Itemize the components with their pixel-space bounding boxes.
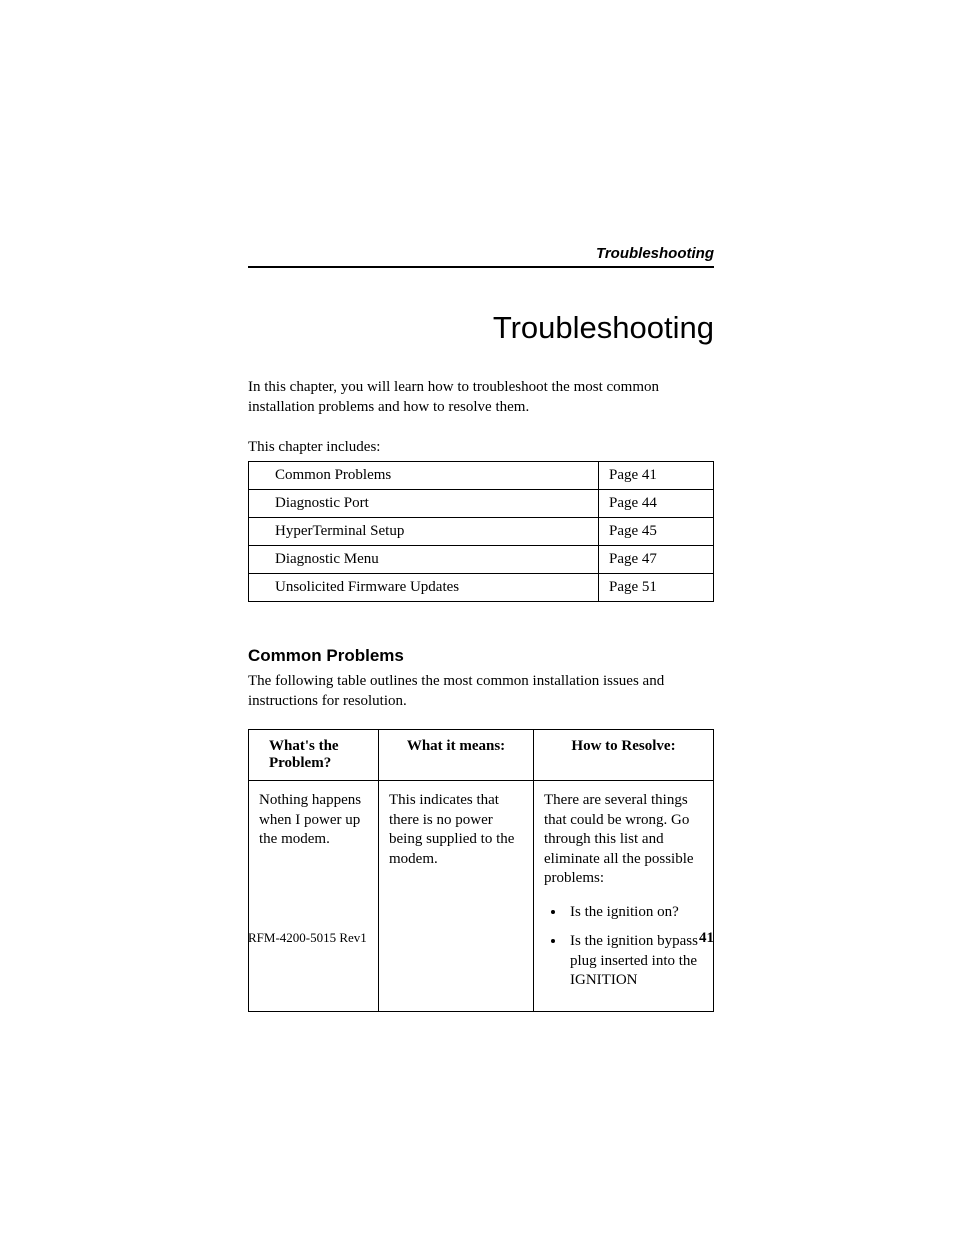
toc-table: Common Problems Page 41 Diagnostic Port …	[248, 461, 714, 602]
footer-page-number: 41	[699, 930, 714, 947]
toc-title: Diagnostic Port	[249, 490, 599, 518]
toc-title: Common Problems	[249, 462, 599, 490]
toc-row: Diagnostic Port Page 44	[249, 490, 714, 518]
chapter-title: Troubleshooting	[248, 310, 714, 346]
footer-doc-id: RFM-4200-5015 Rev1	[248, 930, 367, 946]
toc-page: Page 51	[599, 574, 714, 602]
page-footer: RFM-4200-5015 Rev1 41	[248, 930, 714, 947]
table-row: Nothing happens when I power up the mode…	[249, 781, 714, 1012]
running-header: Troubleshooting	[248, 245, 714, 268]
section-heading: Common Problems	[248, 646, 714, 666]
toc-page: Page 44	[599, 490, 714, 518]
col-header-resolve: How to Resolve:	[534, 730, 714, 781]
toc-title: Diagnostic Menu	[249, 546, 599, 574]
col-header-problem: What's the Problem?	[249, 730, 379, 781]
toc-row: Unsolicited Firmware Updates Page 51	[249, 574, 714, 602]
toc-row: Diagnostic Menu Page 47	[249, 546, 714, 574]
intro-paragraph: In this chapter, you will learn how to t…	[248, 378, 714, 417]
toc-page: Page 45	[599, 518, 714, 546]
toc-row: Common Problems Page 41	[249, 462, 714, 490]
cell-means: This indicates that there is no power be…	[379, 781, 534, 1012]
problems-table: What's the Problem? What it means: How t…	[248, 729, 714, 1012]
cell-resolve: There are several things that could be w…	[534, 781, 714, 1012]
toc-title: Unsolicited Firmware Updates	[249, 574, 599, 602]
cell-problem: Nothing happens when I power up the mode…	[249, 781, 379, 1012]
includes-label: This chapter includes:	[248, 439, 714, 456]
section-intro: The following table outlines the most co…	[248, 672, 714, 711]
toc-page: Page 41	[599, 462, 714, 490]
toc-title: HyperTerminal Setup	[249, 518, 599, 546]
resolve-bullet: Is the ignition on?	[566, 903, 703, 923]
toc-row: HyperTerminal Setup Page 45	[249, 518, 714, 546]
resolve-intro: There are several things that could be w…	[544, 792, 694, 886]
col-header-means: What it means:	[379, 730, 534, 781]
toc-page: Page 47	[599, 546, 714, 574]
